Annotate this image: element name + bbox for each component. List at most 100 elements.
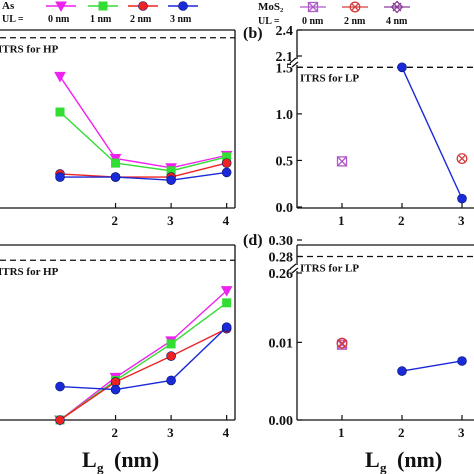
legend-marker bbox=[390, 0, 404, 14]
y-tick-label: 0.00 bbox=[269, 414, 294, 429]
legend-marker bbox=[307, 1, 319, 13]
data-point bbox=[456, 153, 468, 165]
y-tick-label: 2.1 bbox=[276, 50, 294, 65]
data-point bbox=[54, 71, 66, 83]
x-tick-label: 1 bbox=[338, 213, 345, 228]
x-axis-label-left: L g (nm) bbox=[82, 447, 159, 474]
itrs-reference-label: ITRS for HP bbox=[0, 266, 59, 278]
panel-b: 0.0 0.5 1.0 1.52.1 2.4 ITRS for LP 1 2 3 bbox=[276, 24, 474, 228]
legend-entry-label: 4 nm bbox=[386, 16, 408, 27]
legend-entry-label: 2 nm bbox=[130, 14, 152, 25]
series-line-0nm bbox=[59, 290, 228, 421]
series-line-3nm bbox=[401, 67, 463, 199]
data-point bbox=[110, 384, 121, 395]
y-tick-label: 0.01 bbox=[269, 336, 294, 351]
x-label-main: L bbox=[82, 447, 97, 472]
x-tick-label: 2 bbox=[398, 213, 405, 228]
x-tick-label: 3 bbox=[167, 213, 174, 228]
x-axis-label-right: L g (nm) bbox=[365, 447, 442, 474]
x-tick-label: 4 bbox=[223, 425, 230, 440]
legend-entry-label: 3 nm bbox=[170, 14, 192, 25]
legend-mos2: MoS₂ UL = 0 nm 2 nm 4 nm bbox=[258, 0, 410, 27]
itrs-reference-label: ITRS for LP bbox=[300, 72, 359, 84]
marker-cross bbox=[337, 156, 347, 167]
panel-a: ITRS for HP 2 3 4 bbox=[0, 29, 236, 228]
y-tick-label: 1.0 bbox=[276, 108, 294, 123]
legend-ul-label: UL = bbox=[2, 14, 24, 25]
y-tick-label: 1.5 bbox=[276, 61, 294, 76]
data-point bbox=[166, 339, 176, 349]
x-tick-label: 3 bbox=[458, 213, 465, 228]
series-line-0nm bbox=[59, 76, 227, 169]
legend-entry-label: 2 nm bbox=[344, 16, 366, 27]
x-tick-label: 3 bbox=[167, 425, 174, 440]
data-point bbox=[166, 175, 176, 185]
axis-break-mark bbox=[289, 57, 299, 68]
data-point bbox=[55, 172, 65, 182]
data-point bbox=[222, 152, 232, 162]
legend-marker bbox=[55, 1, 67, 13]
marker-ring bbox=[456, 153, 468, 165]
marker-ring bbox=[336, 337, 348, 349]
data-point bbox=[336, 337, 348, 349]
data-point bbox=[221, 322, 232, 332]
y-tick-label: 0.28 bbox=[269, 251, 294, 266]
marker-cross bbox=[458, 154, 466, 163]
x-label-main: L bbox=[365, 447, 380, 472]
legend-material-label: As bbox=[2, 0, 15, 12]
y-tick-label: 0.30 bbox=[269, 234, 294, 249]
series-line-3nm bbox=[59, 326, 228, 391]
x-tick-label: 1 bbox=[338, 425, 345, 440]
data-point bbox=[55, 415, 65, 425]
marker-cross bbox=[338, 339, 346, 347]
data-point bbox=[222, 298, 232, 308]
data-point bbox=[220, 286, 233, 297]
x-tick-label: 3 bbox=[458, 425, 465, 440]
x-tick-label: 2 bbox=[398, 425, 405, 440]
data-point bbox=[166, 166, 176, 176]
panel-d: 0.00 0.01 0.260.28 0.30 ITRS for LP 1 2 3 bbox=[269, 234, 474, 440]
legend-ul-label: UL = bbox=[258, 16, 280, 27]
marker-cross bbox=[308, 2, 318, 12]
y-tick-label: 2.4 bbox=[276, 24, 294, 39]
legend-marker bbox=[138, 1, 148, 11]
itrs-reference-label: ITRS for HP bbox=[0, 44, 59, 56]
x-tick-label: 2 bbox=[112, 213, 119, 228]
series-line-2nm bbox=[59, 328, 227, 421]
y-tick-label: 0.26 bbox=[269, 267, 294, 282]
series-line-1nm bbox=[59, 111, 227, 172]
data-point bbox=[111, 158, 121, 168]
x-label-sub: g bbox=[380, 460, 387, 474]
data-point bbox=[457, 193, 467, 204]
data-point bbox=[55, 381, 65, 392]
data-point bbox=[457, 356, 467, 366]
legend-entry-label: 0 nm bbox=[48, 14, 70, 25]
x-tick-label: 4 bbox=[223, 213, 230, 228]
data-point bbox=[166, 375, 176, 386]
legend-marker bbox=[98, 1, 108, 11]
y-tick-label: 0.5 bbox=[276, 154, 294, 169]
series-line-3nm bbox=[401, 360, 463, 372]
data-point bbox=[221, 158, 232, 168]
marker-cross bbox=[351, 3, 359, 11]
marker-cross bbox=[337, 339, 347, 350]
marker-box bbox=[336, 156, 348, 167]
data-point bbox=[55, 107, 65, 117]
data-point bbox=[336, 156, 348, 167]
panel-c: ITRS for HP 2 3 4 bbox=[0, 244, 236, 440]
x-label-unit: (nm) bbox=[397, 447, 442, 472]
x-tick-label: 2 bbox=[112, 425, 119, 440]
x-label-sub: g bbox=[97, 460, 104, 474]
marker-diamond bbox=[390, 0, 404, 14]
marker-ring bbox=[349, 1, 361, 13]
panel-label-b: (b) bbox=[243, 25, 263, 42]
y-tick-label: 0.0 bbox=[276, 201, 294, 216]
marker-box bbox=[307, 1, 319, 13]
series-line-2nm bbox=[59, 162, 227, 178]
legend-marker bbox=[349, 1, 361, 13]
panel-label-d: (d) bbox=[243, 232, 263, 249]
legend-entry-label: 0 nm bbox=[302, 16, 324, 27]
data-point bbox=[221, 167, 232, 178]
data-point bbox=[166, 351, 176, 361]
